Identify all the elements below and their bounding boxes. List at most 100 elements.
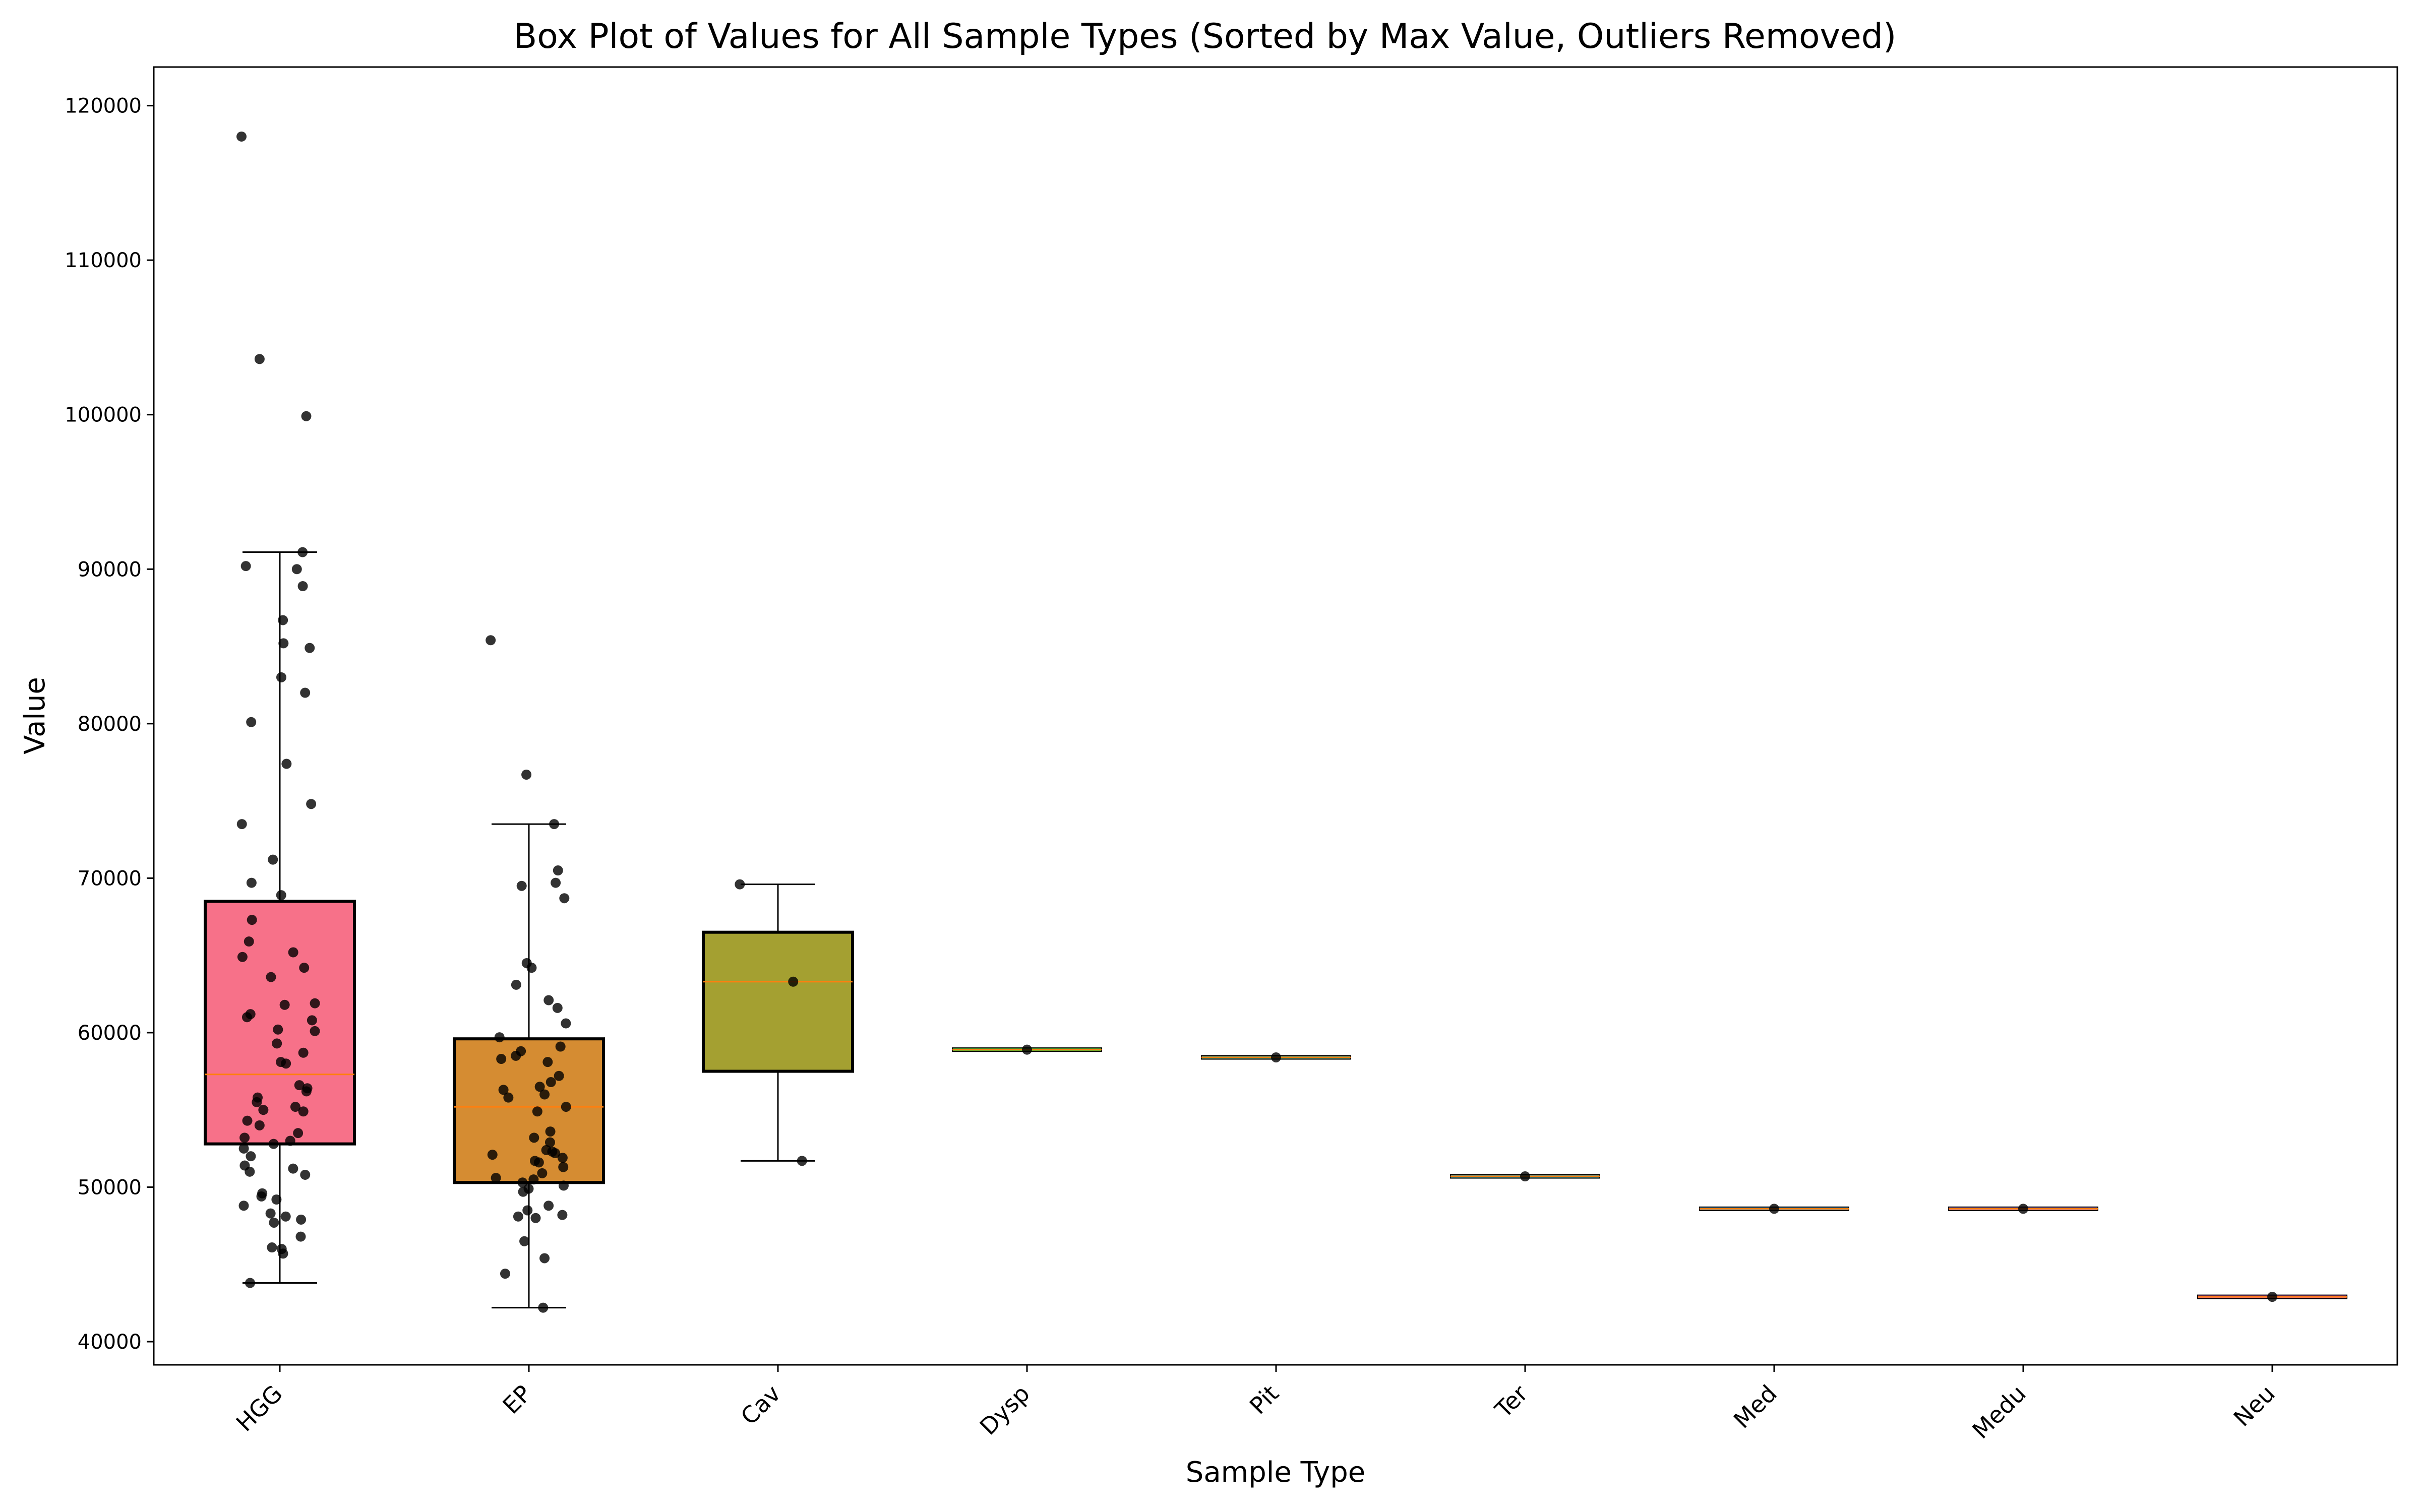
data-point <box>553 865 563 876</box>
points-med <box>1769 1204 1779 1214</box>
data-point <box>513 1211 523 1222</box>
data-point <box>549 819 560 830</box>
data-point <box>256 1191 267 1202</box>
data-point <box>276 672 286 682</box>
data-point <box>237 952 248 962</box>
data-point <box>246 877 257 888</box>
data-point <box>530 1213 541 1223</box>
data-point <box>272 1038 282 1049</box>
iqr-box <box>453 1037 605 1184</box>
data-point <box>266 972 276 982</box>
plot-area <box>204 131 2347 1313</box>
data-point <box>526 963 537 973</box>
data-point <box>518 1186 528 1197</box>
data-point <box>240 561 251 572</box>
data-point <box>557 1210 568 1220</box>
data-point <box>552 1002 563 1013</box>
data-point <box>278 638 289 649</box>
data-point <box>516 880 527 891</box>
data-point <box>278 1248 288 1259</box>
data-point <box>539 1253 550 1264</box>
x-tick-label: Dysp <box>975 1380 1035 1440</box>
data-point <box>1271 1052 1281 1062</box>
data-point <box>300 1169 311 1180</box>
data-point <box>285 1136 295 1146</box>
data-point <box>246 717 257 727</box>
data-point <box>267 1242 277 1253</box>
data-point <box>280 1211 291 1222</box>
x-tick-label: Ter <box>1489 1380 1533 1424</box>
y-axis-label: Value <box>19 677 51 754</box>
data-point <box>305 643 315 653</box>
x-tick-label: Med <box>1728 1380 1782 1434</box>
data-point <box>238 1201 249 1211</box>
y-axis: 40000 50000 60000 70000 80000 90000 100000 1100… <box>65 95 154 1354</box>
data-point <box>529 1132 539 1143</box>
data-point <box>539 1089 550 1100</box>
data-point <box>551 877 561 888</box>
data-point <box>271 1194 282 1205</box>
data-point <box>290 1102 300 1112</box>
data-point <box>517 1177 528 1188</box>
data-point <box>561 1018 571 1029</box>
data-point <box>281 759 292 769</box>
data-point <box>546 1077 556 1088</box>
data-point <box>555 1041 566 1052</box>
data-point <box>252 1097 262 1107</box>
points-dysp <box>1022 1044 1032 1055</box>
data-point <box>528 1174 539 1185</box>
data-point <box>550 1148 561 1159</box>
data-point <box>498 1085 509 1095</box>
data-point <box>545 1126 556 1137</box>
data-point <box>276 890 286 901</box>
data-point <box>242 1115 253 1126</box>
data-point <box>239 1132 250 1143</box>
data-point <box>268 1139 279 1149</box>
data-point <box>241 1012 252 1023</box>
data-point <box>247 915 257 925</box>
data-point <box>279 999 290 1010</box>
data-point <box>298 1047 309 1058</box>
data-point <box>291 564 302 575</box>
data-point <box>301 1086 312 1097</box>
data-point <box>246 1151 256 1162</box>
box-cav <box>702 884 854 1162</box>
data-point <box>503 1092 514 1103</box>
data-point <box>554 1070 564 1081</box>
y-tick-label: 50000 <box>78 1176 142 1199</box>
data-point <box>521 769 532 780</box>
data-point <box>298 1106 309 1117</box>
data-point <box>511 1050 521 1061</box>
data-point <box>537 1168 548 1178</box>
data-point <box>538 1302 549 1313</box>
data-point <box>496 1054 507 1064</box>
data-point <box>254 354 265 364</box>
data-point <box>558 1180 569 1191</box>
data-point <box>534 1082 545 1092</box>
points-medu <box>2018 1204 2028 1214</box>
data-point <box>281 1058 291 1069</box>
iqr-box <box>204 900 356 1146</box>
data-point <box>532 1106 542 1117</box>
data-point <box>269 1217 279 1228</box>
y-tick-label: 110000 <box>65 249 142 272</box>
x-axis: HGG EP Cav Dysp Pit Ter Med Medu Neu <box>231 1365 2280 1444</box>
data-point <box>265 1208 276 1219</box>
data-point <box>1520 1171 1530 1182</box>
data-point <box>245 1278 256 1288</box>
data-point <box>310 1026 320 1036</box>
data-point <box>288 947 298 958</box>
iqr-box <box>702 930 854 1073</box>
x-tick-label: Cav <box>736 1380 786 1430</box>
points-ter <box>1520 1171 1530 1182</box>
data-point <box>299 963 310 973</box>
box-hgg <box>204 551 356 1284</box>
x-tick-label: HGG <box>231 1380 288 1437</box>
y-tick-label: 80000 <box>78 713 142 736</box>
data-point <box>236 131 247 142</box>
data-point <box>310 998 320 1009</box>
data-point <box>533 1157 544 1168</box>
data-point <box>558 1162 569 1172</box>
data-point <box>244 936 254 947</box>
data-point <box>300 687 311 698</box>
